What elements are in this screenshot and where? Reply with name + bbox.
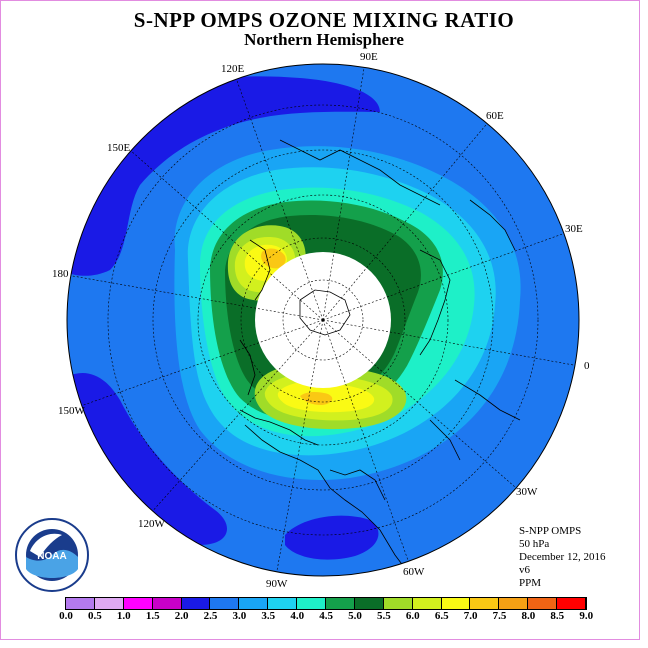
colorbar-tick-label: 1.5: [145, 610, 160, 622]
colorbar-tick-label: 5.0: [348, 610, 362, 622]
colorbar-tick-label: 6.5: [434, 610, 449, 622]
colorbar-swatch: [470, 598, 500, 609]
colorbar-tick-label: 6.0: [405, 610, 420, 622]
lon-label-60e: 60E: [486, 110, 504, 122]
info-block: S-NPP OMPS 50 hPa December 12, 2016 v6 P…: [519, 525, 605, 590]
colorbar-tick-label: 0.5: [88, 610, 102, 622]
lon-label-30e: 30E: [565, 223, 583, 235]
colorbar-swatch: [66, 598, 95, 609]
noaa-logo-text: NOAA: [37, 551, 66, 562]
colorbar-tick-label: 3.0: [232, 610, 247, 622]
figure-frame: [0, 0, 640, 640]
colorbar-swatch: [268, 598, 298, 609]
lon-label-90w: 90W: [266, 578, 288, 590]
field-low-2-0: [285, 515, 379, 560]
field-low-2-0: [67, 372, 227, 545]
colorbar-swatch: [326, 598, 355, 609]
colorbar-swatch: [557, 598, 587, 609]
map-subtitle: Northern Hemisphere: [244, 30, 404, 49]
colorbar-swatch: [94, 598, 124, 609]
colorbar-swatch: [528, 598, 558, 609]
colorbar-swatch: [239, 598, 269, 609]
colorbar-ticks: 0.0 0.5 1.0 1.5 2.0 2.5 3.0 3.5 4.0 4.5 5.0 5.5 6.0 6…: [0, 610, 648, 624]
info-version: v6: [519, 564, 530, 576]
lon-label-120e: 120E: [221, 63, 245, 75]
colorbar-tick-label: 5.5: [377, 610, 391, 622]
colorbar-swatch: [383, 598, 413, 609]
lon-label-150w: 150W: [58, 405, 85, 417]
lon-label-30w: 30W: [516, 486, 538, 498]
colorbar-tick-label: 9.0: [579, 610, 594, 622]
colorbar-tick-label: 1.0: [116, 610, 131, 622]
noaa-logo: NOAA: [15, 518, 89, 592]
lon-label-0: 0: [584, 360, 590, 372]
colorbar-tick-label: 3.5: [261, 610, 276, 622]
colorbar-tick-label: 4.0: [290, 610, 305, 622]
lon-label-180: 180: [52, 268, 69, 280]
field-7-0: [261, 248, 286, 269]
coastlines: [239, 139, 521, 576]
colorbar-tick-label: 2.5: [203, 610, 218, 622]
colorbar-tick-label: 2.0: [174, 610, 189, 622]
colorbar-swatch: [441, 598, 471, 609]
info-date: December 12, 2016: [519, 551, 606, 563]
colorbar: [65, 597, 588, 610]
map-title: S-NPP OMPS OZONE MIXING RATIO: [133, 8, 515, 32]
colorbar-swatch: [412, 598, 442, 609]
colorbar-swatch: [354, 598, 384, 609]
lon-label-60w: 60W: [403, 566, 425, 578]
lon-label-120w: 120W: [138, 518, 165, 530]
colorbar-tick-label: 8.0: [521, 610, 536, 622]
lon-label-150e: 150E: [107, 142, 131, 154]
graticule: [67, 64, 579, 576]
map-boundary: [66, 63, 580, 577]
colorbar-swatch: [297, 598, 327, 609]
colorbar-swatch: [499, 598, 529, 609]
lon-label-90e: 90E: [360, 51, 378, 63]
colorbar-swatch: [210, 598, 240, 609]
colorbar-tick-label: 7.5: [492, 610, 507, 622]
colorbar-swatch: [152, 598, 182, 609]
field-7-0: [300, 391, 333, 405]
colorbar-swatch: [181, 598, 211, 609]
colorbar-tick-label: 7.0: [463, 610, 478, 622]
info-units: PPM: [519, 577, 542, 589]
info-instrument: S-NPP OMPS: [519, 525, 582, 537]
colorbar-tick-label: 4.5: [319, 610, 333, 622]
colorbar-swatch: [123, 598, 153, 609]
colorbar-tick-label: 8.5: [550, 610, 565, 622]
colorbar-tick-label: 0.0: [59, 610, 73, 622]
info-level: 50 hPa: [519, 538, 550, 550]
